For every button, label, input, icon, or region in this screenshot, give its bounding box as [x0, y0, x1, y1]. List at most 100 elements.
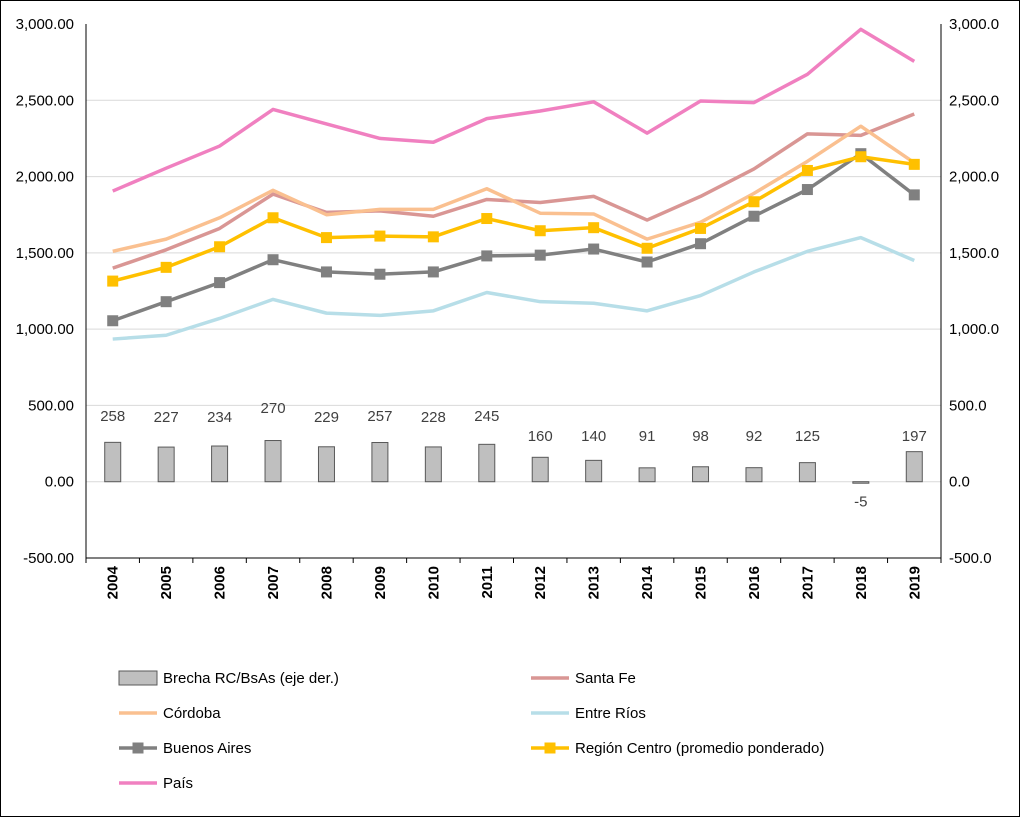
series-line — [112, 151, 916, 323]
x-tick-label: 2017 — [799, 566, 816, 599]
bar-data-label: 227 — [154, 409, 179, 426]
legend-label: Región Centro (promedio ponderado) — [575, 740, 824, 757]
series-marker — [695, 222, 707, 234]
x-tick-label: 2005 — [158, 566, 175, 599]
bar-data-label: 229 — [314, 409, 339, 426]
series-marker — [481, 213, 493, 225]
x-tick-label: 2016 — [746, 566, 763, 599]
series-line — [112, 154, 915, 283]
bar-series — [104, 440, 923, 484]
series-marker — [267, 212, 279, 224]
x-tick-label: 2018 — [853, 566, 870, 599]
line-series — [107, 27, 920, 341]
bar-data-label: 125 — [795, 428, 820, 445]
x-tick-label: 2007 — [265, 566, 282, 599]
bar-data-label: 140 — [581, 428, 606, 445]
series-entre-r-os — [112, 235, 915, 341]
x-tick-label: 2008 — [318, 566, 335, 599]
x-tick-label: 2019 — [906, 566, 923, 599]
series-pa-s — [112, 27, 916, 193]
gridlines — [86, 99, 941, 483]
series-marker — [641, 256, 653, 268]
series-marker — [908, 158, 920, 170]
bar — [798, 462, 816, 483]
x-tick-label: 2014 — [639, 565, 656, 599]
bar — [852, 481, 870, 484]
bar — [264, 440, 282, 483]
series-marker — [107, 275, 119, 287]
legend-label: Buenos Aires — [163, 740, 251, 757]
legend-item: País — [119, 775, 193, 792]
series-marker — [695, 238, 707, 250]
series-marker — [427, 266, 439, 278]
series-marker — [107, 315, 119, 327]
bar-data-label: 270 — [261, 400, 286, 417]
y-right-tick-label: 1,500.0 — [949, 245, 999, 262]
legend-item: Entre Ríos — [531, 705, 646, 722]
x-tick-label: 2009 — [372, 566, 389, 599]
bar — [211, 445, 229, 483]
bar-data-label: 197 — [902, 428, 927, 445]
bar-data-label: 234 — [207, 409, 232, 426]
y-left-tick-label: 1,000.00 — [16, 321, 74, 338]
series-marker — [267, 254, 279, 266]
y-right-tick-label: 1,000.0 — [949, 321, 999, 338]
y-left-tick-label: 2,500.00 — [16, 92, 74, 109]
y-left-tick-label: 500.00 — [28, 397, 74, 414]
legend-item: Córdoba — [119, 705, 221, 722]
bar-data-label: 258 — [100, 408, 125, 425]
x-axis-ticks: 2004 2005 2006 2007 2008 2009 2010 2011 2012 2013… — [105, 565, 924, 599]
y-right-tick-label: 2,500.0 — [949, 92, 999, 109]
bar — [104, 441, 122, 483]
series-line — [112, 124, 916, 254]
bar — [157, 446, 175, 483]
legend-label: Entre Ríos — [575, 705, 646, 722]
y-right-tick-label: 2,000.0 — [949, 169, 999, 186]
series-marker — [588, 243, 600, 255]
bar — [585, 459, 603, 483]
bar-data-labels: 258 227 234 270 229 257 228 245 160 140 91 98 92 125 -… — [100, 400, 927, 510]
legend-item: Buenos Aires — [119, 740, 251, 757]
series-marker — [748, 196, 760, 208]
bar-data-label: 91 — [639, 428, 656, 445]
bar-data-label: 245 — [474, 408, 499, 425]
x-tick-label: 2012 — [532, 566, 549, 599]
series-marker — [374, 230, 386, 242]
series-marker — [374, 268, 386, 280]
legend-label: País — [163, 775, 193, 792]
series-marker — [214, 241, 226, 253]
legend: Brecha RC/BsAs (eje der.) Santa Fe Córdoba… — [118, 670, 824, 792]
axes — [85, 24, 942, 563]
bar-data-label: 160 — [528, 428, 553, 445]
series-marker — [588, 222, 600, 234]
x-tick-label: 2006 — [212, 566, 229, 599]
y-right-tick-label: 0.0 — [949, 474, 970, 491]
y-right-tick-label: 3,000.0 — [949, 16, 999, 33]
legend-item: Brecha RC/BsAs (eje der.) — [118, 670, 339, 687]
legend-marker — [544, 742, 556, 754]
series-marker — [160, 261, 172, 273]
x-tick-label: 2004 — [105, 565, 122, 599]
series-marker — [320, 266, 332, 278]
series-marker — [855, 151, 867, 163]
legend-swatch — [118, 670, 158, 686]
series-marker — [160, 296, 172, 308]
legend-label: Brecha RC/BsAs (eje der.) — [163, 670, 339, 687]
bar — [478, 443, 496, 483]
legend-label: Córdoba — [163, 705, 221, 722]
y-left-tick-label: 1,500.00 — [16, 245, 74, 262]
y-left-tick-label: 2,000.00 — [16, 169, 74, 186]
bar-data-label: 228 — [421, 409, 446, 426]
bar — [905, 451, 923, 483]
series-line — [112, 27, 916, 193]
y-axis-left-ticks: 3,000.00 2,500.00 2,000.00 1,500.00 1,000.00… — [16, 16, 74, 567]
y-left-tick-label: 0.00 — [45, 474, 74, 491]
legend-item: Región Centro (promedio ponderado) — [531, 740, 824, 757]
bar — [371, 442, 389, 483]
legend-marker — [132, 742, 144, 754]
bar-data-label: -5 — [854, 493, 867, 510]
series-c-rdoba — [112, 124, 916, 254]
series-marker — [214, 277, 226, 289]
